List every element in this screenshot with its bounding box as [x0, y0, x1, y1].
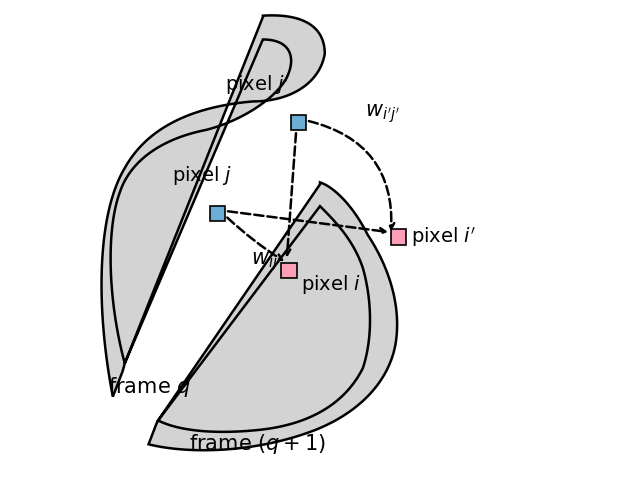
FancyBboxPatch shape	[391, 229, 406, 245]
Text: pixel $i$: pixel $i$	[301, 273, 362, 296]
FancyBboxPatch shape	[291, 115, 306, 130]
Text: pixel $i'$: pixel $i'$	[411, 225, 476, 249]
FancyBboxPatch shape	[210, 205, 225, 221]
Text: frame $(q+1)$: frame $(q+1)$	[189, 433, 326, 456]
Polygon shape	[148, 182, 397, 450]
Text: pixel $j'$: pixel $j'$	[225, 73, 290, 97]
Text: $w_{ij}$: $w_{ij}$	[251, 250, 278, 273]
Polygon shape	[102, 15, 324, 397]
FancyBboxPatch shape	[282, 263, 297, 278]
Text: frame $q$: frame $q$	[108, 375, 191, 399]
Text: $w_{i'j'}$: $w_{i'j'}$	[365, 102, 401, 125]
Text: pixel $j$: pixel $j$	[172, 164, 233, 187]
